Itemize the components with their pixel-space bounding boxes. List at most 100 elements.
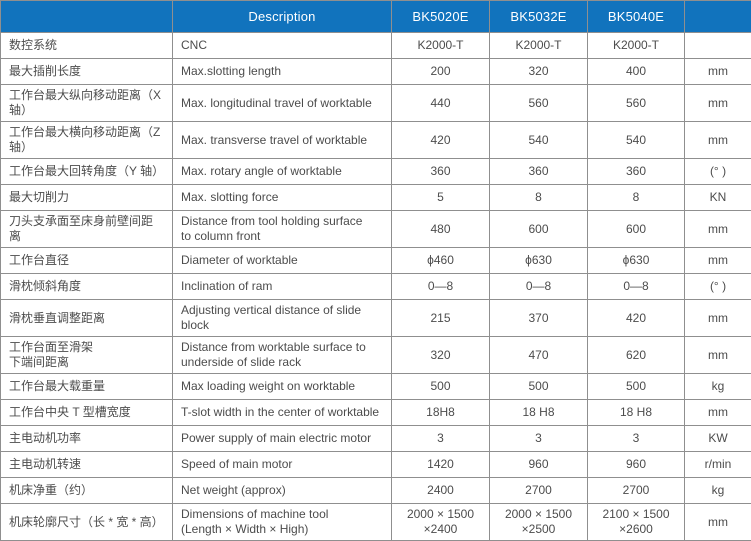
param-name-cn: 工作台直径: [1, 248, 173, 274]
value-bk5040e: 420: [588, 300, 685, 337]
value-bk5032e: ϕ630: [490, 248, 588, 274]
header-parameter-cell: [1, 1, 173, 33]
param-description: Max loading weight on worktable: [173, 374, 392, 400]
param-description: CNC: [173, 33, 392, 59]
param-name-cn: 工作台最大纵向移动距离（X 轴）: [1, 85, 173, 122]
value-bk5020e: 18H8: [392, 400, 490, 426]
param-name-cn: 机床轮廓尺寸（长 * 宽 * 高）: [1, 504, 173, 541]
value-bk5032e: 960: [490, 452, 588, 478]
value-bk5040e: 560: [588, 85, 685, 122]
param-name-cn: 工作台中央 T 型槽宽度: [1, 400, 173, 426]
value-bk5040e: 960: [588, 452, 685, 478]
value-bk5020e: 500: [392, 374, 490, 400]
param-description: Adjusting vertical distance of slide blo…: [173, 300, 392, 337]
param-name-cn: 机床净重（约）: [1, 478, 173, 504]
param-name-cn: 主电动机转速: [1, 452, 173, 478]
value-bk5040e: 2700: [588, 478, 685, 504]
header-model-bk5040e: BK5040E: [588, 1, 685, 33]
unit-cell: (° ): [685, 159, 751, 185]
param-name-cn: 工作台最大回转角度（Y 轴）: [1, 159, 173, 185]
unit-cell: KW: [685, 426, 751, 452]
param-description: Dimensions of machine tool (Length × Wid…: [173, 504, 392, 541]
value-bk5032e: 500: [490, 374, 588, 400]
param-description: Max. rotary angle of worktable: [173, 159, 392, 185]
unit-cell: kg: [685, 478, 751, 504]
value-bk5040e: 540: [588, 122, 685, 159]
param-name-cn: 数控系统: [1, 33, 173, 59]
value-bk5020e: 200: [392, 59, 490, 85]
param-description: Max. longitudinal travel of worktable: [173, 85, 392, 122]
header-model-bk5032e: BK5032E: [490, 1, 588, 33]
param-description: Diameter of worktable: [173, 248, 392, 274]
param-name-cn: 工作台最大横向移动距离（Z 轴）: [1, 122, 173, 159]
value-bk5032e: 3: [490, 426, 588, 452]
value-bk5020e: 2000 × 1500 ×2400: [392, 504, 490, 541]
table-row: 机床轮廓尺寸（长 * 宽 * 高）Dimensions of machine t…: [1, 504, 751, 541]
value-bk5032e: 600: [490, 211, 588, 248]
param-name-cn: 刀头支承面至床身前壁间距离: [1, 211, 173, 248]
value-bk5040e: 620: [588, 337, 685, 374]
header-row: Description BK5020E BK5032E BK5040E: [1, 1, 751, 33]
value-bk5032e: 560: [490, 85, 588, 122]
value-bk5020e: 360: [392, 159, 490, 185]
value-bk5032e: K2000-T: [490, 33, 588, 59]
param-description: Max. transverse travel of worktable: [173, 122, 392, 159]
value-bk5040e: 360: [588, 159, 685, 185]
unit-cell: mm: [685, 122, 751, 159]
value-bk5032e: 2000 × 1500 ×2500: [490, 504, 588, 541]
value-bk5032e: 470: [490, 337, 588, 374]
value-bk5032e: 320: [490, 59, 588, 85]
value-bk5032e: 2700: [490, 478, 588, 504]
unit-cell: mm: [685, 300, 751, 337]
param-name-cn: 主电动机功率: [1, 426, 173, 452]
value-bk5040e: ϕ630: [588, 248, 685, 274]
unit-cell: mm: [685, 59, 751, 85]
value-bk5032e: 0—8: [490, 274, 588, 300]
table-row: 工作台最大横向移动距离（Z 轴）Max. transverse travel o…: [1, 122, 751, 159]
value-bk5040e: 18 H8: [588, 400, 685, 426]
param-name-cn: 滑枕垂直调整距离: [1, 300, 173, 337]
value-bk5040e: K2000-T: [588, 33, 685, 59]
param-name-cn: 工作台面至滑架 下端间距离: [1, 337, 173, 374]
unit-cell: mm: [685, 85, 751, 122]
value-bk5040e: 0—8: [588, 274, 685, 300]
header-unit-cell: [685, 1, 751, 33]
value-bk5020e: 5: [392, 185, 490, 211]
param-description: Distance from tool holding surface to co…: [173, 211, 392, 248]
value-bk5040e: 2100 × 1500 ×2600: [588, 504, 685, 541]
param-description: Inclination of ram: [173, 274, 392, 300]
value-bk5020e: 420: [392, 122, 490, 159]
value-bk5040e: 8: [588, 185, 685, 211]
param-description: Speed of main motor: [173, 452, 392, 478]
param-description: Max.slotting length: [173, 59, 392, 85]
value-bk5032e: 8: [490, 185, 588, 211]
value-bk5020e: 320: [392, 337, 490, 374]
unit-cell: mm: [685, 211, 751, 248]
unit-cell: r/min: [685, 452, 751, 478]
value-bk5020e: 0—8: [392, 274, 490, 300]
unit-cell: kg: [685, 374, 751, 400]
header-description-cell: Description: [173, 1, 392, 33]
value-bk5020e: 3: [392, 426, 490, 452]
value-bk5032e: 360: [490, 159, 588, 185]
param-description: Distance from worktable surface to under…: [173, 337, 392, 374]
value-bk5020e: 215: [392, 300, 490, 337]
value-bk5040e: 500: [588, 374, 685, 400]
param-description: T-slot width in the center of worktable: [173, 400, 392, 426]
value-bk5032e: 540: [490, 122, 588, 159]
unit-cell: [685, 33, 751, 59]
unit-cell: (° ): [685, 274, 751, 300]
param-name-cn: 滑枕倾斜角度: [1, 274, 173, 300]
value-bk5032e: 18 H8: [490, 400, 588, 426]
